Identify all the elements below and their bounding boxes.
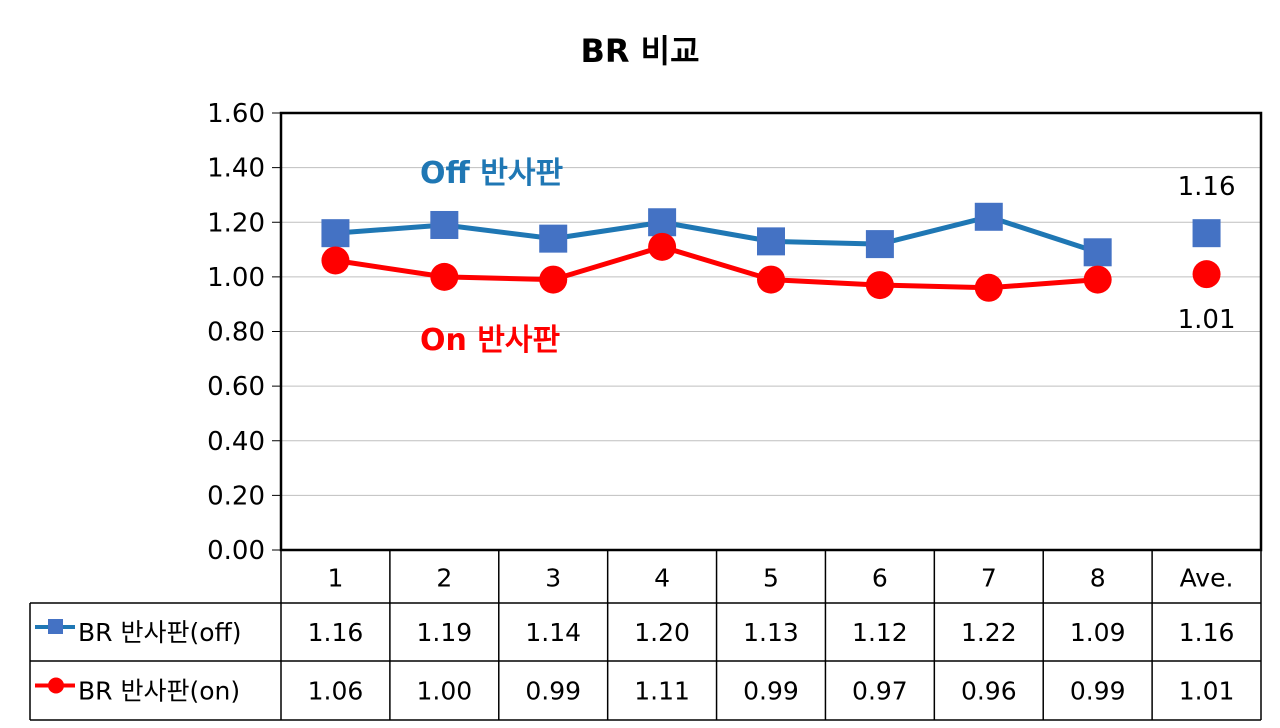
table-cell-value: 1.20 (634, 618, 690, 647)
chart-title: BR 비교 (580, 32, 699, 70)
data-point-circle (1083, 265, 1112, 294)
data-point-circle (865, 271, 894, 300)
legend-key-marker (48, 677, 64, 694)
table-cell-value: 1.12 (852, 618, 908, 647)
table-cell-value: 0.99 (525, 677, 581, 706)
legend-key-marker (48, 619, 63, 634)
data-point-circle (539, 265, 568, 294)
label-layer: Off 반사판 On 반사판 1.16 1.01 (420, 156, 1236, 358)
category-label: 8 (1090, 564, 1106, 593)
data-label: 1.16 (1178, 172, 1236, 202)
data-point-square (757, 227, 785, 256)
category-label: 7 (981, 564, 997, 593)
table-cell-value: 1.22 (961, 618, 1017, 647)
table-cell-value: 1.00 (416, 677, 472, 706)
data-point-square (539, 224, 568, 253)
data-label: 1.01 (1178, 305, 1236, 335)
table-cell-value: 1.16 (1179, 618, 1235, 647)
series-label: Off 반사판 (420, 156, 563, 191)
data-point-square (648, 208, 677, 237)
data-point-circle (757, 265, 785, 294)
data-point-circle (321, 246, 350, 275)
data-table: 1 2 3 4 5 6 7 8 Ave. BR 반사판(off) 1.16 1.19 1.14 1.20 1… (29, 550, 1262, 721)
table-cell-value: 1.19 (416, 618, 472, 647)
y-axis-ticks: 0.00 0.20 0.40 0.60 0.80 1.00 1.20 1.40 1.60 (207, 99, 281, 566)
series-line (335, 214, 1099, 255)
y-tick-label: 0.60 (207, 372, 265, 402)
table-cell-value: 0.99 (1070, 677, 1126, 706)
table-cell-value: 1.14 (525, 618, 581, 647)
data-point-circle (1192, 260, 1221, 289)
table-cell-value: 0.97 (852, 677, 908, 706)
y-tick-label: 1.00 (207, 263, 265, 293)
table-cell-value: 1.01 (1179, 677, 1235, 706)
y-tick-label: 1.20 (207, 208, 265, 238)
series-layer (321, 202, 1221, 302)
category-label: 5 (763, 564, 779, 593)
y-tick-label: 1.40 (207, 154, 265, 184)
series-name: BR 반사판(on) (78, 677, 240, 706)
category-label: 1 (327, 564, 343, 593)
series-line (335, 244, 1098, 291)
table-cell-value: 1.06 (308, 677, 364, 706)
series-name: BR 반사판(off) (78, 618, 242, 647)
y-tick-label: 0.40 (207, 427, 265, 457)
data-point-square (1083, 238, 1112, 267)
category-label: 3 (545, 564, 561, 593)
table-cell-value: 0.96 (961, 677, 1017, 706)
table-cell-value: 1.11 (634, 677, 690, 706)
y-tick-label: 0.00 (207, 536, 265, 566)
data-point-circle (430, 262, 459, 291)
y-tick-label: 0.20 (207, 481, 265, 511)
data-point-square (974, 202, 1003, 231)
category-label: Ave. (1180, 564, 1234, 593)
y-tick-label: 0.80 (207, 318, 265, 348)
category-label: 2 (436, 564, 452, 593)
table-cell-value: 1.16 (308, 618, 364, 647)
data-point-square (430, 210, 459, 239)
series-label: On 반사판 (420, 323, 561, 358)
data-point-square (321, 219, 350, 248)
data-point-square (1192, 219, 1221, 248)
category-label: 4 (654, 564, 670, 593)
data-point-circle (974, 273, 1003, 302)
table-cell-value: 1.09 (1070, 618, 1126, 647)
data-point-circle (648, 232, 677, 261)
table-cell-value: 1.13 (743, 618, 799, 647)
category-label: 6 (872, 564, 888, 593)
data-point-square (865, 230, 894, 259)
y-tick-label: 1.60 (207, 99, 265, 129)
table-cell-value: 0.99 (743, 677, 799, 706)
